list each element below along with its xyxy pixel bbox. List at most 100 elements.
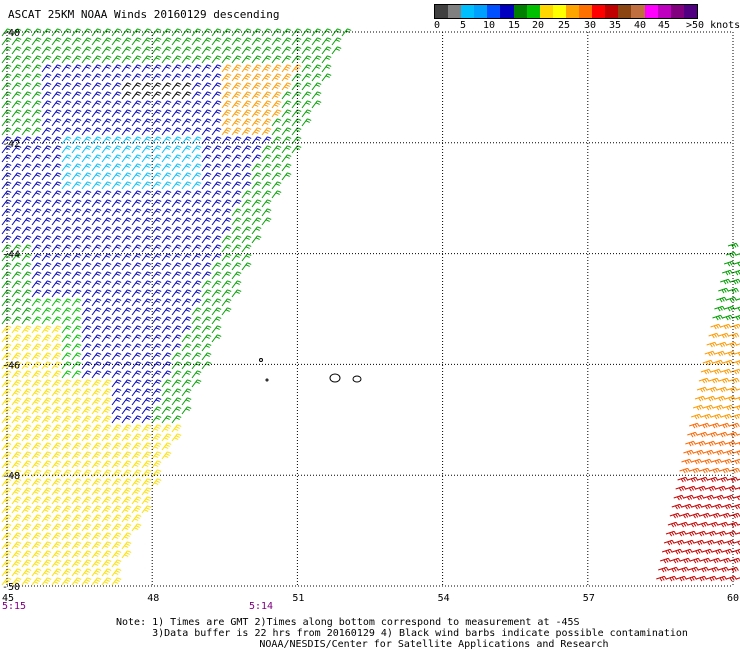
wind-barb xyxy=(221,118,232,127)
wind-barb xyxy=(121,532,132,541)
wind-barb xyxy=(709,467,721,474)
wind-barb xyxy=(151,37,162,46)
wind-barb xyxy=(667,521,679,528)
wind-barb xyxy=(11,424,22,433)
wind-barb xyxy=(11,118,22,127)
wind-barb xyxy=(281,55,292,64)
wind-barb xyxy=(707,476,719,483)
wind-barb xyxy=(41,253,52,262)
wind-barb xyxy=(131,307,142,316)
wind-barb xyxy=(81,514,92,523)
wind-barb xyxy=(91,505,102,514)
speed-colorbar: 0 5 10 15 20 25 30 35 40 45 >50 knots xyxy=(434,4,740,31)
wind-barb xyxy=(161,370,172,379)
wind-barb xyxy=(11,100,22,109)
wind-barb xyxy=(21,433,32,442)
wind-barb xyxy=(281,163,292,172)
wind-barb xyxy=(221,271,232,280)
wind-barb xyxy=(706,575,717,582)
wind-barb xyxy=(141,406,152,415)
wind-barb xyxy=(261,127,272,136)
wind-barb xyxy=(91,154,102,163)
wind-barb xyxy=(41,379,52,388)
wind-barb xyxy=(241,145,252,154)
wind-barb xyxy=(81,532,92,541)
wind-barb xyxy=(31,208,42,217)
wind-barb xyxy=(727,476,739,483)
wind-barb xyxy=(211,91,222,100)
wind-barb xyxy=(231,136,242,145)
wind-barb xyxy=(695,440,706,447)
wind-barb xyxy=(201,136,212,145)
wind-barb xyxy=(11,514,22,523)
wind-barb xyxy=(51,505,62,514)
wind-barb xyxy=(720,557,731,564)
wind-barb xyxy=(51,127,62,136)
wind-barb xyxy=(141,388,152,397)
wind-barb xyxy=(261,163,272,172)
wind-barb xyxy=(291,64,302,73)
wind-barb xyxy=(161,361,172,370)
wind-barb xyxy=(71,145,82,154)
wind-barb xyxy=(151,316,162,325)
wind-barb xyxy=(101,208,112,217)
wind-barb xyxy=(161,208,172,217)
wind-barb xyxy=(21,325,32,334)
wind-barb xyxy=(151,406,162,415)
wind-barb xyxy=(1,550,12,559)
wind-barb xyxy=(151,361,162,370)
wind-barb xyxy=(61,577,72,586)
wind-barb xyxy=(181,136,192,145)
wind-barb xyxy=(111,532,122,541)
wind-barb xyxy=(231,217,242,226)
wind-barb xyxy=(151,244,162,253)
wind-barb xyxy=(21,379,32,388)
wind-barb xyxy=(101,469,112,478)
wind-barb xyxy=(311,91,322,100)
wind-barb xyxy=(81,442,92,451)
wind-barb xyxy=(11,154,22,163)
wind-barb xyxy=(713,539,725,546)
wind-barb xyxy=(321,37,332,46)
wind-barb xyxy=(181,280,192,289)
wind-barb xyxy=(271,136,282,145)
wind-barb xyxy=(51,64,62,73)
wind-barb xyxy=(51,325,62,334)
wind-barb xyxy=(61,523,72,532)
wind-barb xyxy=(231,199,242,208)
wind-barb xyxy=(151,199,162,208)
wind-barb xyxy=(181,181,192,190)
wind-barb xyxy=(181,91,192,100)
wind-barb xyxy=(131,442,142,451)
wind-barb xyxy=(41,370,52,379)
wind-barb xyxy=(151,64,162,73)
wind-barb xyxy=(311,64,322,73)
wind-barb xyxy=(121,136,132,145)
wind-barb xyxy=(61,217,72,226)
wind-barb xyxy=(321,28,332,37)
wind-barb xyxy=(705,440,716,447)
wind-barb xyxy=(111,460,122,469)
wind-barb xyxy=(211,253,222,262)
wind-barb xyxy=(221,208,232,217)
wind-barb xyxy=(131,181,142,190)
wind-barb xyxy=(171,253,182,262)
wind-barb xyxy=(191,181,202,190)
wind-barb xyxy=(311,46,322,55)
wind-barb xyxy=(121,280,132,289)
wind-barb xyxy=(685,440,696,447)
wind-barb xyxy=(679,512,691,519)
wind-barb xyxy=(111,424,122,433)
wind-barb xyxy=(51,253,62,262)
wind-barb xyxy=(726,341,738,348)
wind-barb xyxy=(141,91,152,100)
wind-barb xyxy=(31,487,42,496)
wind-barb xyxy=(31,172,42,181)
wind-barb xyxy=(141,352,152,361)
wind-barb xyxy=(61,469,72,478)
wind-barb xyxy=(61,253,72,262)
wind-barb xyxy=(271,163,282,172)
wind-barb xyxy=(61,109,72,118)
wind-barb xyxy=(121,217,132,226)
wind-barb xyxy=(201,208,212,217)
